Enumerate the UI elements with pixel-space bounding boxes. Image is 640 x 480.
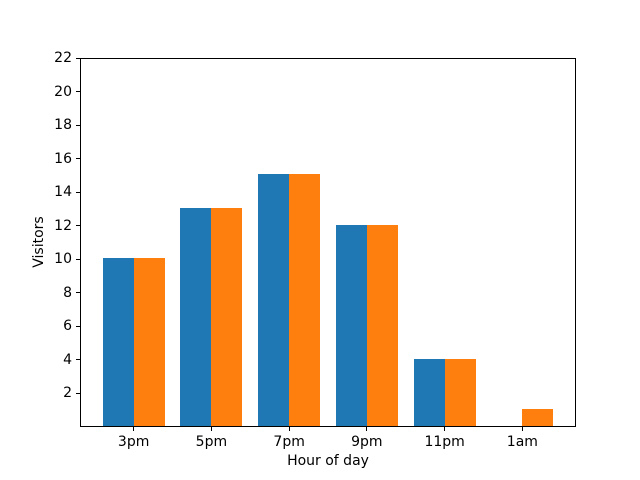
y-tick-mark (76, 57, 80, 59)
bar-orange-3pm (133, 258, 165, 426)
y-tick-label: 8 (63, 284, 72, 301)
y-tick-mark (76, 292, 80, 294)
bar-orange-1am (522, 409, 554, 426)
bar-blue-11pm (413, 358, 445, 426)
y-tick-label: 20 (54, 83, 72, 100)
y-tick-mark (76, 191, 80, 193)
y-axis-label: Visitors (31, 216, 47, 268)
x-tick-mark (133, 427, 135, 431)
y-tick-label: 4 (63, 351, 72, 368)
bar-blue-7pm (258, 174, 290, 426)
x-tick-mark (210, 427, 212, 431)
bar-orange-7pm (289, 174, 321, 426)
bar-blue-9pm (335, 224, 367, 426)
x-tick-mark (288, 427, 290, 431)
x-tick-mark (366, 427, 368, 431)
y-tick-mark (76, 225, 80, 227)
x-tick-label: 5pm (195, 434, 228, 450)
plot-area (80, 58, 576, 427)
bar-orange-5pm (211, 207, 243, 426)
x-tick-label: 3pm (117, 434, 150, 450)
x-tick-label: 7pm (273, 434, 305, 450)
y-tick-label: 2 (63, 385, 72, 402)
y-tick-mark (76, 325, 80, 327)
bar-blue-5pm (180, 207, 212, 426)
bar-blue-3pm (102, 258, 134, 426)
bar-orange-11pm (444, 358, 476, 426)
y-tick-label: 14 (54, 184, 72, 201)
x-tick-mark (444, 427, 446, 431)
y-tick-label: 22 (54, 50, 72, 66)
y-tick-mark (76, 359, 80, 361)
y-tick-mark (76, 91, 80, 93)
y-tick-mark (76, 124, 80, 126)
x-axis-label: Hour of day (287, 453, 369, 469)
x-tick-label: 1am (506, 434, 538, 450)
y-tick-label: 10 (54, 251, 72, 268)
y-tick-label: 16 (54, 150, 72, 167)
y-tick-label: 6 (63, 318, 72, 335)
x-tick-mark (521, 427, 523, 431)
y-tick-mark (76, 258, 80, 260)
y-tick-label: 18 (54, 117, 72, 134)
y-tick-label: 12 (54, 217, 72, 234)
bar-orange-9pm (366, 224, 398, 426)
x-tick-label: 9pm (351, 434, 383, 450)
y-tick-mark (76, 392, 80, 394)
y-tick-mark (76, 158, 80, 160)
x-tick-label: 11pm (424, 434, 465, 450)
